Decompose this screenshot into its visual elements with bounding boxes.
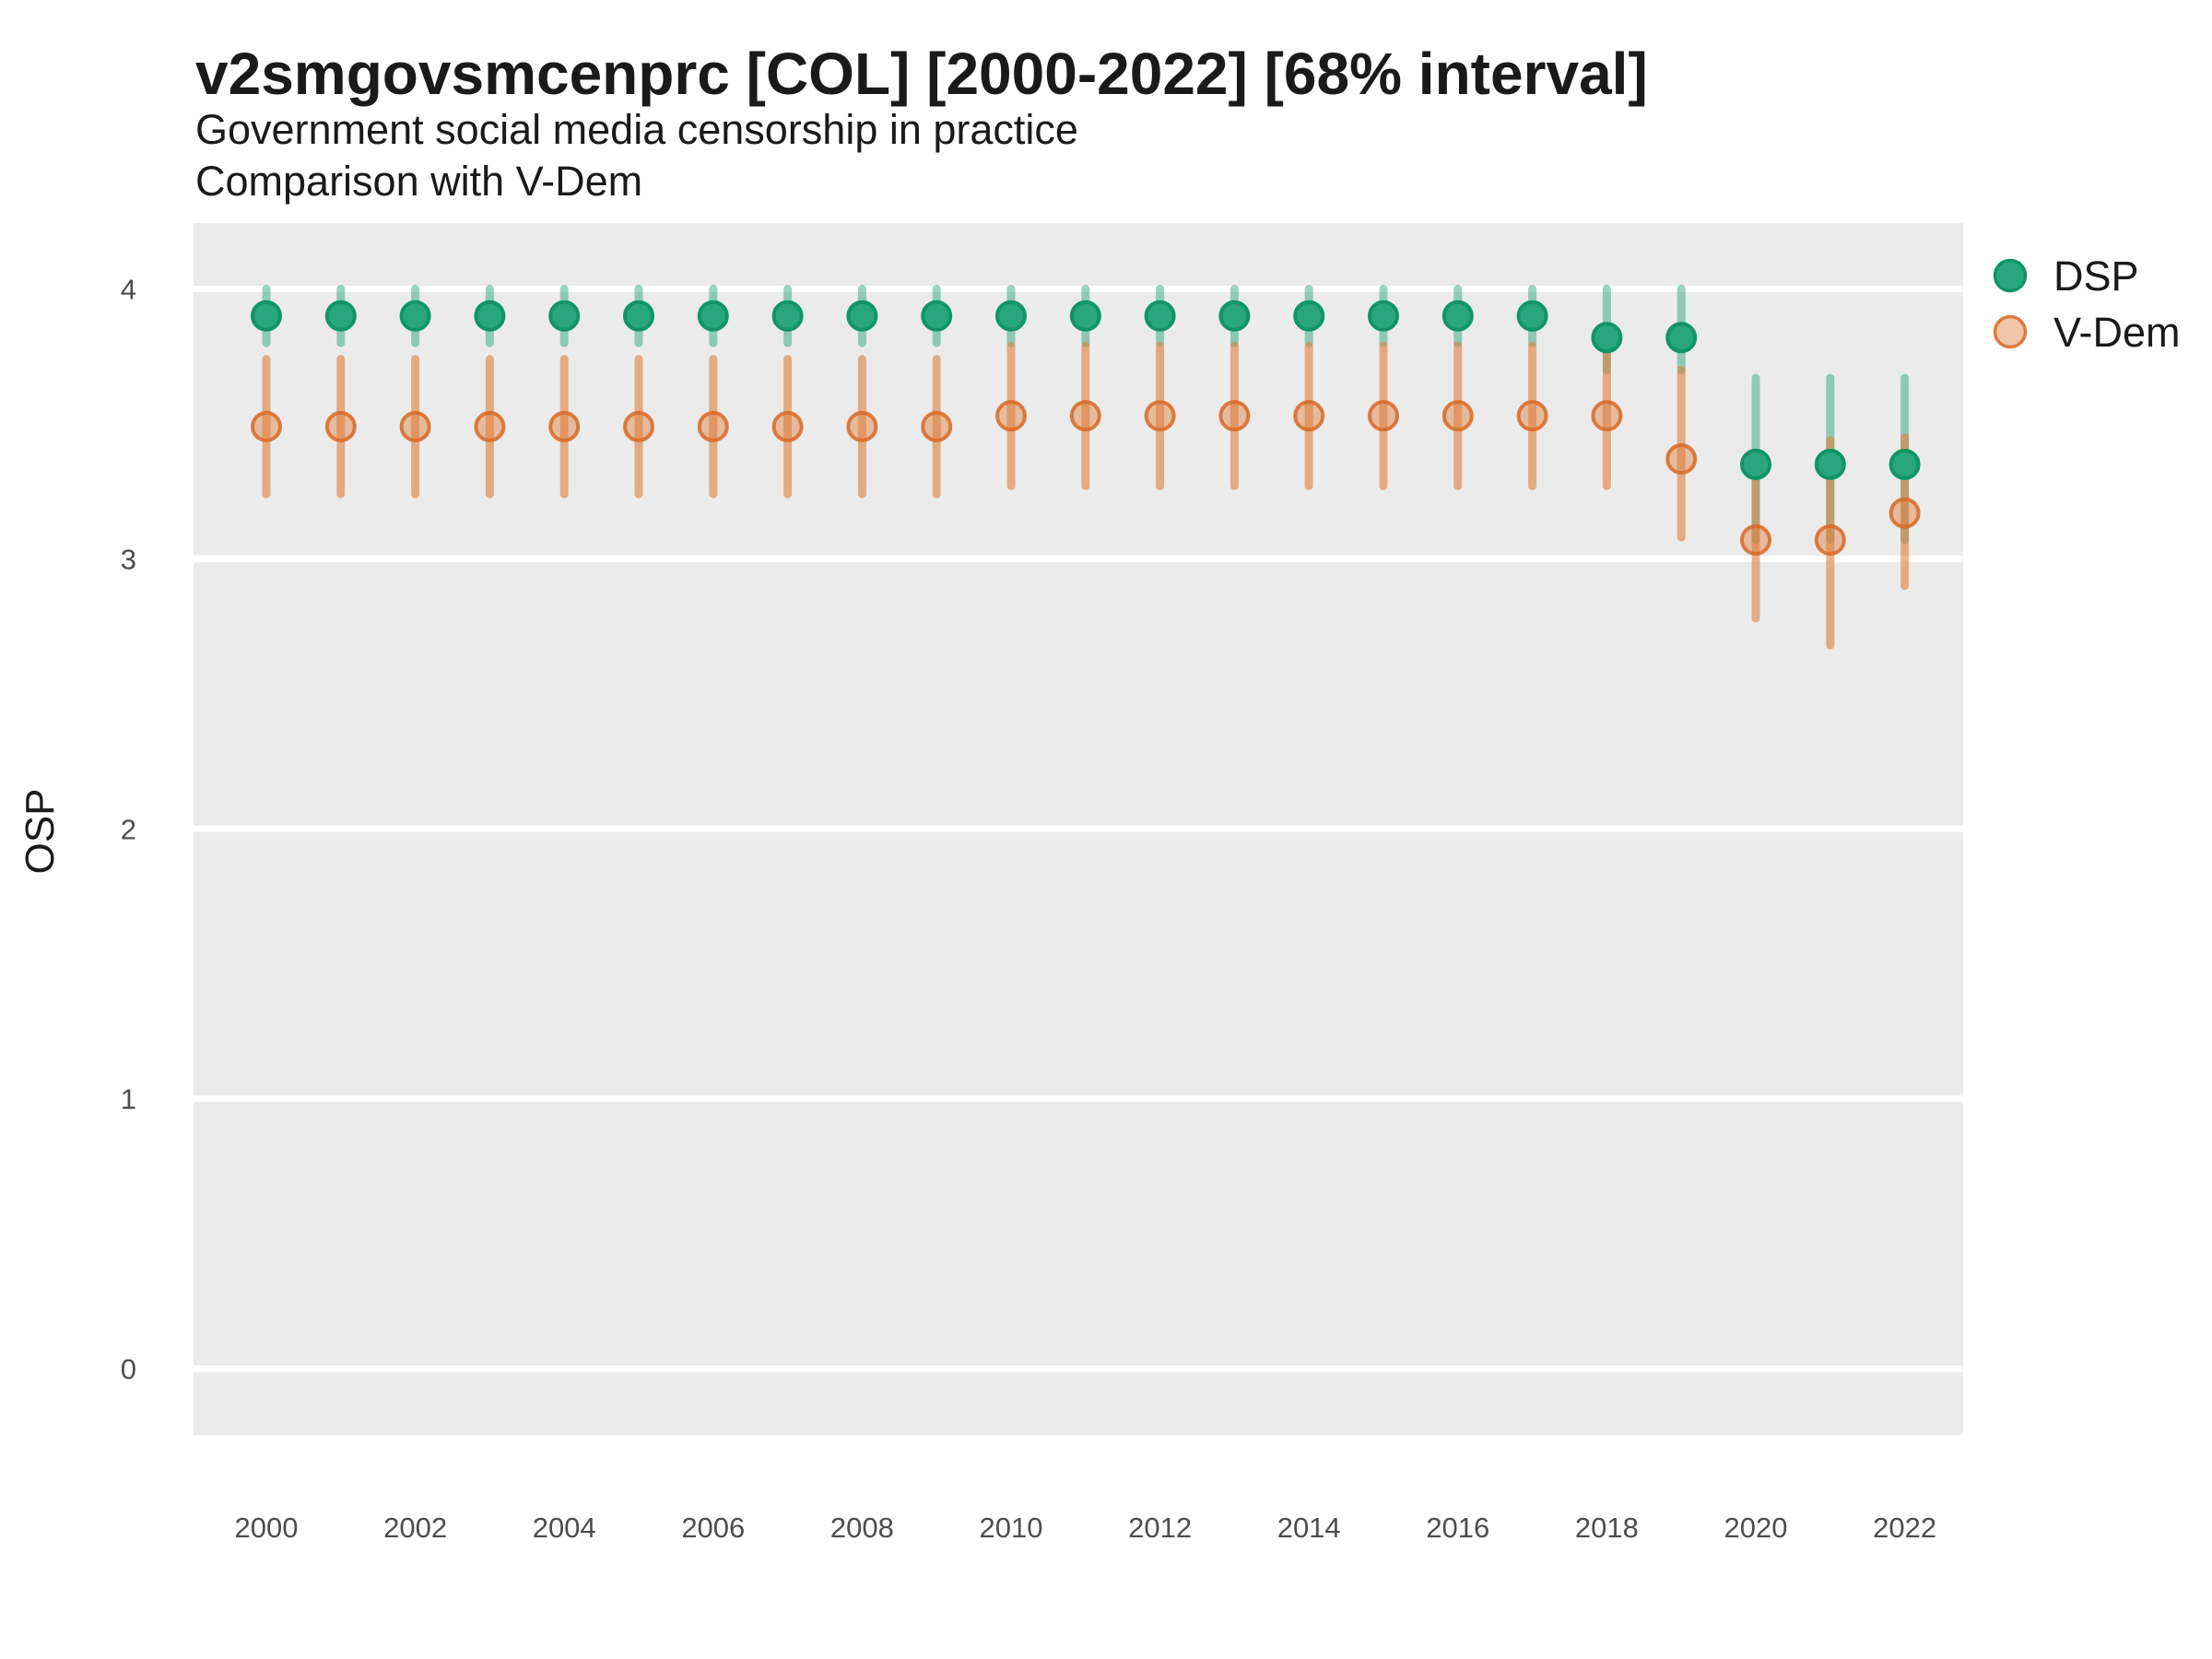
- y-tick-label: 4: [121, 274, 136, 306]
- vdem-point: [771, 410, 804, 442]
- chart-subtitle-line2: Comparison with V-Dem: [195, 158, 642, 205]
- x-tick-label: 2004: [533, 1512, 596, 1544]
- legend-vdem-swatch-icon: [1993, 314, 2028, 349]
- dsp-point: [995, 300, 1027, 332]
- vdem-point: [1740, 524, 1771, 556]
- vdem-point: [846, 410, 878, 442]
- vdem-point: [1814, 524, 1846, 556]
- x-tick-labels-group: 2000 2002 2004 2006 2008 2010 2012 2014 2016 2018…: [235, 1512, 1937, 1544]
- vdem-point: [1441, 400, 1474, 432]
- dsp-point: [1368, 300, 1399, 332]
- chart-subtitle-line1: Government social media censorship in pr…: [195, 106, 1078, 153]
- legend-vdem-label: V-Dem: [2053, 309, 2181, 356]
- x-tick-label: 2016: [1426, 1512, 1489, 1544]
- dsp-point: [1665, 322, 1698, 354]
- x-tick-label: 2014: [1277, 1512, 1341, 1544]
- dsp-points-group: [251, 300, 1921, 480]
- x-tick-label: 2006: [681, 1512, 745, 1544]
- dsp-point: [324, 300, 357, 332]
- y-tick-label: 0: [121, 1353, 136, 1385]
- x-tick-label: 2000: [235, 1512, 299, 1544]
- x-tick-label: 2022: [1873, 1512, 1936, 1544]
- dsp-point: [1516, 300, 1548, 332]
- y-tick-labels-group: 0 1 2 3 4: [121, 274, 136, 1386]
- x-tick-label: 2010: [980, 1512, 1043, 1544]
- dsp-point: [697, 300, 729, 332]
- dsp-point: [921, 300, 953, 332]
- x-tick-label: 2012: [1128, 1512, 1192, 1544]
- dsp-point: [771, 300, 804, 332]
- y-tick-label: 1: [121, 1083, 136, 1115]
- dsp-point: [846, 300, 878, 332]
- x-tick-label: 2018: [1575, 1512, 1639, 1544]
- vdem-point: [1069, 400, 1101, 432]
- dsp-point: [1218, 300, 1251, 332]
- dsp-point: [1591, 322, 1623, 354]
- x-tick-label: 2002: [383, 1512, 447, 1544]
- x-tick-label: 2020: [1724, 1512, 1788, 1544]
- gridlines-group: [194, 286, 1963, 1372]
- vdem-point: [251, 410, 282, 442]
- vdem-point: [474, 410, 506, 442]
- dsp-point: [1814, 448, 1846, 480]
- x-tick-label: 2008: [830, 1512, 894, 1544]
- vdem-point: [921, 410, 953, 442]
- vdem-point: [1218, 400, 1251, 432]
- dsp-point: [474, 300, 506, 332]
- dsp-point: [1144, 300, 1176, 332]
- vdem-point: [1144, 400, 1176, 432]
- dsp-point: [1888, 448, 1921, 480]
- vdem-point: [995, 400, 1027, 432]
- dsp-point: [1441, 300, 1474, 332]
- dsp-point: [623, 300, 654, 332]
- legend: DSP V-Dem: [1993, 253, 2181, 356]
- vdem-point: [324, 410, 357, 442]
- vdem-point: [1293, 400, 1325, 432]
- vdem-point: [399, 410, 431, 442]
- vdem-point: [1665, 443, 1698, 476]
- vdem-point: [697, 410, 729, 442]
- dsp-point: [399, 300, 431, 332]
- vdem-point: [1591, 400, 1623, 432]
- vdem-point: [1368, 400, 1399, 432]
- chart-title: v2smgovsmcenprc [COL] [2000-2022] [68% i…: [195, 41, 1648, 107]
- vdem-points-group: [251, 400, 1921, 556]
- y-tick-label: 3: [121, 543, 136, 575]
- vdem-point: [623, 410, 654, 442]
- dsp-point: [251, 300, 282, 332]
- vdem-interval-bars-group: [262, 341, 1910, 650]
- dsp-point: [1740, 448, 1771, 480]
- vdem-point: [548, 410, 581, 442]
- dsp-point: [1293, 300, 1325, 332]
- vdem-point: [1516, 400, 1548, 432]
- legend-dsp-label: DSP: [2053, 253, 2139, 300]
- dsp-point: [548, 300, 581, 332]
- vdem-point: [1888, 497, 1921, 529]
- dsp-point: [1069, 300, 1101, 332]
- y-axis-title: OSP: [18, 789, 63, 875]
- legend-dsp-swatch-icon: [1993, 258, 2028, 293]
- y-tick-label: 2: [121, 813, 136, 845]
